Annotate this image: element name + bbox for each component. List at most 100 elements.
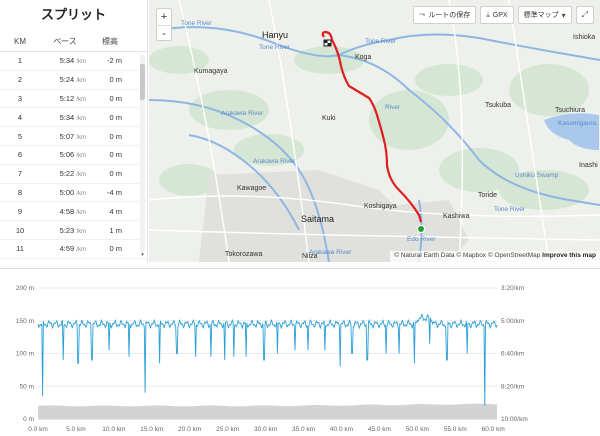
split-km: 7 bbox=[17, 169, 23, 179]
split-pace-unit: /km bbox=[76, 115, 86, 122]
map-label-arakawa-river-2: Arakawa River bbox=[253, 158, 296, 165]
split-pace-unit: /km bbox=[76, 78, 86, 85]
split-row[interactable]: 7 5:22 /km 0 m bbox=[0, 165, 147, 184]
map-label-arakawa-river-1: Arakawa River bbox=[221, 110, 264, 117]
splits-scrollbar-thumb[interactable] bbox=[140, 64, 145, 100]
split-elevation: 0 m bbox=[109, 131, 122, 141]
distance-tick-label: 10.0 km bbox=[102, 426, 125, 433]
split-pace-value: 4:59 bbox=[59, 244, 75, 254]
split-pace-value: 5:34 bbox=[59, 112, 75, 122]
split-elevation: 1 m bbox=[109, 225, 122, 235]
map-lake bbox=[544, 113, 599, 150]
split-row[interactable]: 4 5:34 /km 0 m bbox=[0, 108, 147, 128]
split-row[interactable]: 2 5:24 /km 0 m bbox=[0, 71, 147, 90]
map-label-tone-river-2: Tone River bbox=[259, 44, 291, 51]
split-pace-value: 5:34 bbox=[59, 56, 75, 66]
splits-header-row: KM ペース 標高 bbox=[0, 32, 147, 52]
pace-tick-label: 6:40/km bbox=[501, 351, 524, 358]
map-label-toride: Toride bbox=[478, 192, 498, 199]
split-row[interactable]: 11 4:59 /km 0 m bbox=[0, 240, 147, 259]
split-elevation: 0 m bbox=[109, 93, 122, 103]
splits-scrollbar[interactable] bbox=[140, 56, 145, 252]
split-pace-unit: /km bbox=[76, 209, 86, 216]
split-row[interactable]: 6 5:06 /km 0 m bbox=[0, 146, 147, 165]
splits-list[interactable]: 1 5:34 /km -2 m 2 5:24 /km 0 m 3 5:12 /km 0 m 4 5:… bbox=[0, 52, 147, 260]
split-pace-unit: /km bbox=[76, 96, 86, 103]
split-row[interactable]: 5 5:07 /km 0 m bbox=[0, 127, 147, 146]
split-pace: 5:24 /km bbox=[40, 75, 90, 84]
split-row[interactable]: 10 5:23 /km 1 m bbox=[0, 221, 147, 240]
split-km: 6 bbox=[17, 150, 23, 160]
route-icon: ⤳ bbox=[418, 10, 426, 19]
distance-tick-label: 5.0 km bbox=[66, 426, 86, 433]
zoom-out-button[interactable]: - bbox=[157, 25, 171, 41]
split-pace: 5:06 /km bbox=[40, 150, 90, 159]
split-pace-value: 5:24 bbox=[59, 75, 75, 85]
gpx-label: GPX bbox=[492, 11, 508, 19]
split-row[interactable]: 3 5:12 /km 0 m bbox=[0, 90, 147, 109]
split-row[interactable]: 1 5:34 /km -2 m bbox=[0, 52, 147, 71]
split-elevation: 0 m bbox=[109, 169, 122, 179]
route-map[interactable]: Hanyu Kumagaya Kuki Koga Kawagoe Saitama… bbox=[149, 0, 600, 262]
pace-tick-label: 8:20/km bbox=[501, 383, 524, 390]
elevation-tick-label: 200 m bbox=[16, 285, 34, 292]
route-start-marker bbox=[417, 225, 425, 233]
scroll-down-arrow-icon[interactable]: ▼ bbox=[140, 252, 145, 258]
map-type-label: 標準マップ bbox=[523, 12, 559, 19]
distance-tick-label: 40.0 km bbox=[330, 426, 353, 433]
distance-tick-label: 50.0 km bbox=[406, 426, 429, 433]
map-label-kawagoe: Kawagoe bbox=[237, 185, 267, 192]
pace-tick-label: 5:00/km bbox=[501, 318, 524, 325]
map-type-select[interactable]: 標準マップ ▾ bbox=[517, 6, 572, 24]
map-label-inashi: Inashi bbox=[579, 162, 598, 169]
map-label-kasumigaura: Kasumigaura bbox=[558, 120, 597, 127]
map-label-koga: Koga bbox=[355, 54, 372, 61]
distance-tick-label: 55.0 km bbox=[444, 426, 467, 433]
split-elevation: 4 m bbox=[109, 206, 122, 216]
split-elevation: 0 m bbox=[109, 244, 122, 254]
split-km: 8 bbox=[17, 187, 23, 197]
zoom-in-button[interactable]: + bbox=[160, 11, 168, 23]
split-pace-value: 5:12 bbox=[59, 93, 75, 103]
split-row[interactable]: 125:00 /km-4 m bbox=[0, 259, 147, 260]
map-label-hanyu: Hanyu bbox=[262, 30, 289, 40]
split-pace: 5:34 /km bbox=[40, 56, 90, 65]
elevation-header: 標高 bbox=[102, 37, 118, 46]
split-pace-unit: /km bbox=[76, 228, 86, 235]
map-attribution: © Natural Earth Data © Mapbox © OpenStre… bbox=[390, 251, 600, 262]
gpx-download-button[interactable]: ⤓ GPX bbox=[480, 6, 514, 24]
map-label-koshigaya: Koshigaya bbox=[364, 203, 397, 210]
split-pace: 4:58 /km bbox=[40, 207, 90, 216]
pace-elevation-chart[interactable]: 200 m 150 m 100 m 50 m 0 m 3:20/km 5:00/km 6:40… bbox=[0, 268, 600, 436]
map-label-tsuchiura: Tsuchiura bbox=[555, 107, 585, 114]
elevation-area bbox=[38, 403, 497, 419]
splits-panel: スプリット KM ペース 標高 1 5:34 /km -2 m 2 5:24 /km 0 … bbox=[0, 0, 148, 262]
split-km: 5 bbox=[17, 131, 23, 141]
split-row[interactable]: 8 5:00 /km -4 m bbox=[0, 184, 147, 203]
elevation-tick-label: 100 m bbox=[16, 351, 34, 358]
split-pace: 5:22 /km bbox=[40, 169, 90, 178]
split-pace-value: 5:22 bbox=[59, 169, 75, 179]
map-label-river: River bbox=[385, 104, 401, 111]
save-route-button[interactable]: ⤳ ルートの保存 bbox=[412, 6, 477, 24]
split-elevation: 0 m bbox=[109, 150, 122, 160]
split-pace: 5:34 /km bbox=[40, 113, 90, 122]
download-icon: ⤓ bbox=[486, 10, 490, 19]
map-label-kashiwa: Kashiwa bbox=[443, 213, 470, 220]
split-pace: 4:59 /km bbox=[40, 244, 90, 253]
pace-tick-label: 10:00/km bbox=[501, 416, 528, 423]
map-rivers bbox=[149, 26, 600, 262]
split-pace-value: 5:23 bbox=[59, 225, 75, 235]
map-label-arakawa-river-3: Arakawa River bbox=[309, 249, 352, 256]
split-row[interactable]: 9 4:58 /km 4 m bbox=[0, 202, 147, 222]
distance-tick-label: 35.0 km bbox=[292, 426, 315, 433]
improve-map-link[interactable]: Improve this map bbox=[542, 252, 596, 259]
map-roads bbox=[149, 0, 600, 262]
fullscreen-button[interactable]: ⤢ bbox=[575, 6, 594, 24]
zoom-control: + - bbox=[156, 8, 172, 41]
distance-tick-label: 0.0 km bbox=[28, 426, 48, 433]
map-label-ishioka: Ishioka bbox=[573, 34, 596, 41]
split-km: 11 bbox=[16, 244, 24, 254]
split-pace: 5:07 /km bbox=[40, 132, 90, 141]
map-canvas bbox=[149, 0, 600, 262]
